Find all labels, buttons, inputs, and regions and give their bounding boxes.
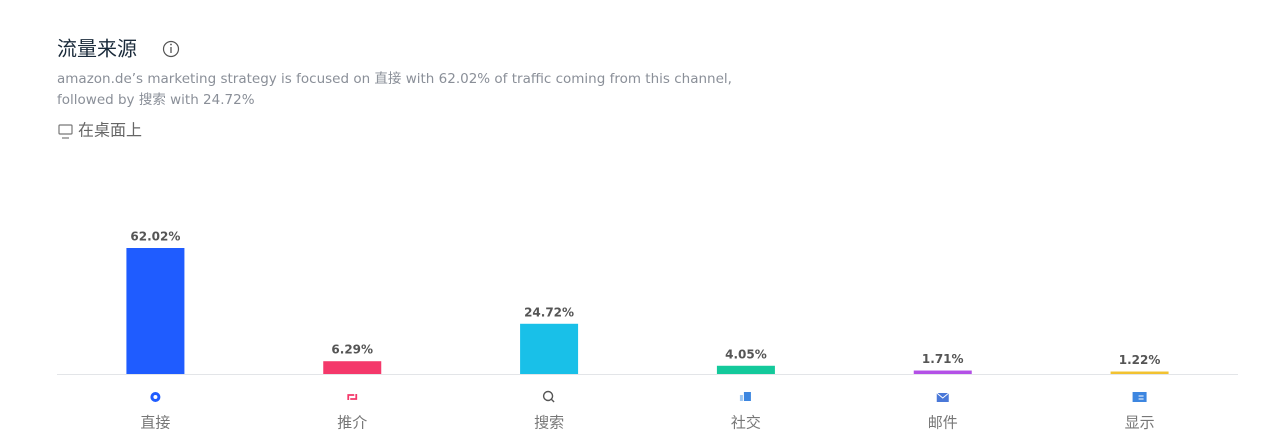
device-label: 在桌面上: [78, 121, 142, 140]
category-icon: [150, 392, 161, 402]
subtitle: amazon.de’s marketing strategy is focuse…: [57, 70, 732, 87]
x-tick-label: 搜索: [534, 414, 564, 432]
x-tick-label: 社交: [731, 414, 761, 432]
icon-part: [1132, 392, 1147, 402]
desktop-icon: [58, 124, 73, 139]
x-tick-label: 直接: [140, 414, 170, 432]
bar: [1110, 371, 1169, 374]
icon-part: [542, 390, 554, 402]
value-label: 62.02%: [130, 230, 180, 244]
icon-part: [347, 394, 358, 400]
value-label: 6.29%: [331, 343, 373, 357]
category-icon: [739, 392, 751, 401]
bar: [913, 370, 972, 374]
category-icon: [347, 394, 358, 400]
value-label: 4.05%: [725, 347, 767, 361]
bar: [520, 323, 579, 374]
x-tick-label: 邮件: [928, 414, 958, 432]
subtitle: followed by 搜索 with 24.72%: [57, 92, 255, 108]
x-tick-label: 推介: [337, 414, 367, 432]
category-icon: [1132, 392, 1147, 402]
bar: [716, 365, 775, 374]
value-label: 24.72%: [524, 305, 574, 319]
icon-part: [550, 398, 555, 403]
bar: [323, 361, 382, 374]
category-icon: [542, 390, 555, 403]
bar: [126, 248, 185, 374]
x-tick-label: 显示: [1125, 414, 1155, 432]
value-label: 1.71%: [922, 352, 964, 366]
info-icon[interactable]: [162, 40, 180, 58]
icon-part: [739, 395, 743, 401]
chart-title: 流量来源: [57, 37, 137, 61]
category-icon: [936, 392, 950, 402]
icon-part: [153, 395, 158, 399]
icon-part: [936, 392, 950, 399]
value-label: 1.22%: [1119, 353, 1161, 367]
icon-part: [743, 392, 751, 401]
